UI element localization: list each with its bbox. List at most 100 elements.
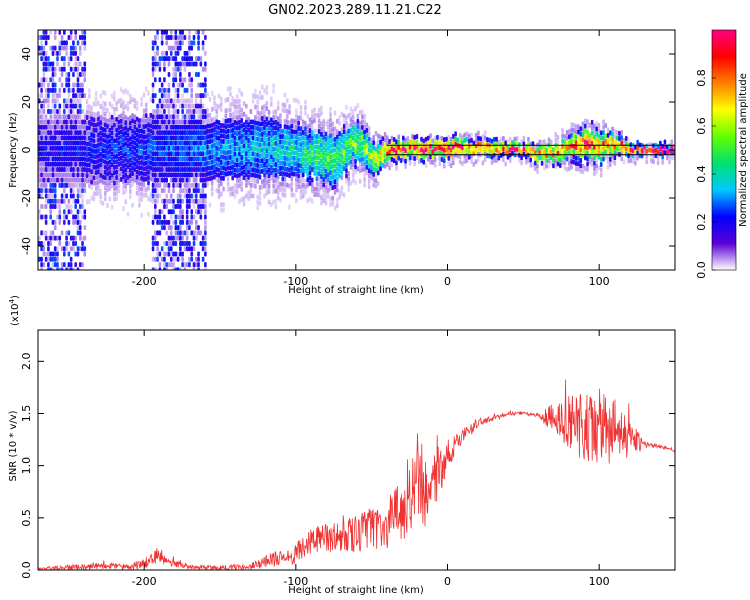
spectrogram-cell — [174, 114, 178, 120]
spectrogram-cell — [92, 138, 96, 144]
spectrogram-cell — [78, 108, 82, 114]
spectrogram-cell — [283, 134, 287, 140]
spectrogram-cell — [568, 144, 571, 150]
spectrogram-cell — [126, 132, 130, 138]
spectrogram-cell — [288, 151, 291, 157]
spectrogram-cell — [78, 219, 82, 225]
spectrogram-cell — [233, 172, 237, 178]
spectrogram-cell — [199, 177, 203, 183]
spectrogram-cell — [117, 151, 121, 157]
spectrogram-cell — [192, 103, 196, 109]
spectrogram-cell — [659, 151, 662, 157]
spectrogram-cell — [354, 143, 357, 149]
spectrogram-cell — [83, 235, 87, 241]
spectrogram-cell — [63, 87, 66, 93]
spectrogram-cell — [204, 235, 207, 241]
spectrogram-cell — [322, 155, 325, 161]
spectrogram-cell — [49, 182, 52, 188]
spectrogram-cell — [83, 182, 87, 188]
spectrogram-cell — [181, 172, 184, 178]
spectrogram-cell — [363, 171, 366, 177]
spectrogram-cell — [206, 155, 209, 161]
spectrogram-cell — [238, 140, 241, 146]
spectrogram-cell — [581, 126, 585, 132]
spectrogram-cell — [90, 121, 93, 127]
spectrogram-cell — [63, 198, 66, 204]
spectrogram-cell — [276, 126, 280, 132]
spectrogram-cell — [53, 140, 57, 146]
spectrogram-cell — [76, 77, 80, 83]
spectrogram-cell — [331, 179, 335, 185]
spectrogram-cell — [142, 140, 146, 146]
spectrogram-cell — [351, 151, 355, 157]
spectrogram-cell — [42, 167, 46, 173]
spectrogram-cell — [493, 157, 496, 163]
spectrogram-cell — [533, 155, 537, 161]
spectrogram-cell — [154, 209, 157, 215]
spectrogram-cell — [63, 246, 66, 252]
spectrogram-cell — [140, 154, 143, 160]
spectrogram-cell — [572, 143, 576, 149]
spectrogram-cell — [411, 149, 414, 155]
spectrogram-cell — [183, 119, 187, 125]
spectrogram-cell — [301, 193, 305, 199]
spectrogram-cell — [442, 163, 446, 169]
spectrogram-cell — [245, 177, 248, 183]
spectrogram-cell — [622, 148, 626, 154]
spectrogram-cell — [142, 187, 146, 193]
spectrogram-cell — [342, 150, 346, 156]
spectrogram-cell — [119, 129, 123, 135]
spectrogram-cell — [283, 108, 287, 114]
spectrogram-cell — [220, 181, 223, 187]
spectrogram-cell — [367, 184, 371, 190]
spectrogram-cell — [97, 132, 100, 138]
spectrogram-cell — [199, 167, 203, 173]
spectrogram-cell — [554, 163, 558, 169]
spectrogram-cell — [158, 145, 162, 151]
spectrogram-cell — [356, 139, 360, 145]
spectrogram-cell — [51, 230, 55, 236]
spectrogram-cell — [176, 235, 180, 241]
spectrogram-cell — [197, 108, 200, 114]
spectrogram-cell — [172, 182, 175, 188]
spectrogram-cell — [586, 161, 589, 167]
spectrogram-cell — [404, 153, 407, 159]
spectrogram-cell — [188, 50, 191, 56]
spectrogram-cell — [618, 136, 621, 142]
spectrogram-cell — [595, 158, 598, 164]
spectrogram-cell — [190, 114, 194, 120]
spectrogram-cell — [395, 149, 398, 155]
spectrogram-cell — [113, 96, 116, 102]
spectrogram-cell — [94, 127, 98, 133]
spectrogram-cell — [283, 124, 287, 130]
spectrogram-cell — [126, 122, 130, 128]
spectrogram-cell — [158, 151, 162, 157]
spectrogram-cell — [288, 162, 291, 168]
spectrogram-cell — [338, 131, 341, 137]
spectrogram-cell — [179, 40, 182, 46]
spectrogram-cell — [44, 156, 48, 162]
spectrogram-cell — [672, 149, 675, 155]
spectrogram-cell — [172, 151, 175, 157]
spectrogram-cell — [254, 141, 257, 147]
spectrogram-cell — [72, 40, 75, 46]
spectrogram-cell — [67, 61, 71, 67]
spectrogram-cell — [65, 230, 68, 236]
spectrogram-cell — [383, 163, 387, 169]
spectrogram-cell — [176, 66, 180, 72]
spectrogram-cell — [285, 135, 289, 141]
spectrogram-cell — [47, 93, 50, 99]
spectrogram-cell — [215, 166, 219, 172]
spectrogram-cell — [383, 142, 387, 148]
spectrogram-cell — [85, 99, 89, 105]
spectrogram-cell — [379, 166, 382, 172]
spectrogram-cell — [113, 90, 116, 96]
spectrogram-cell — [76, 140, 80, 146]
spectrogram-cell — [51, 167, 55, 173]
spectrogram-cell — [151, 177, 155, 183]
spectrogram-cell — [452, 160, 455, 166]
spectrogram-cell — [283, 161, 287, 167]
spectrogram-cell — [183, 135, 187, 141]
spectrogram-cell — [204, 251, 207, 257]
spectrogram-cell — [351, 177, 355, 183]
